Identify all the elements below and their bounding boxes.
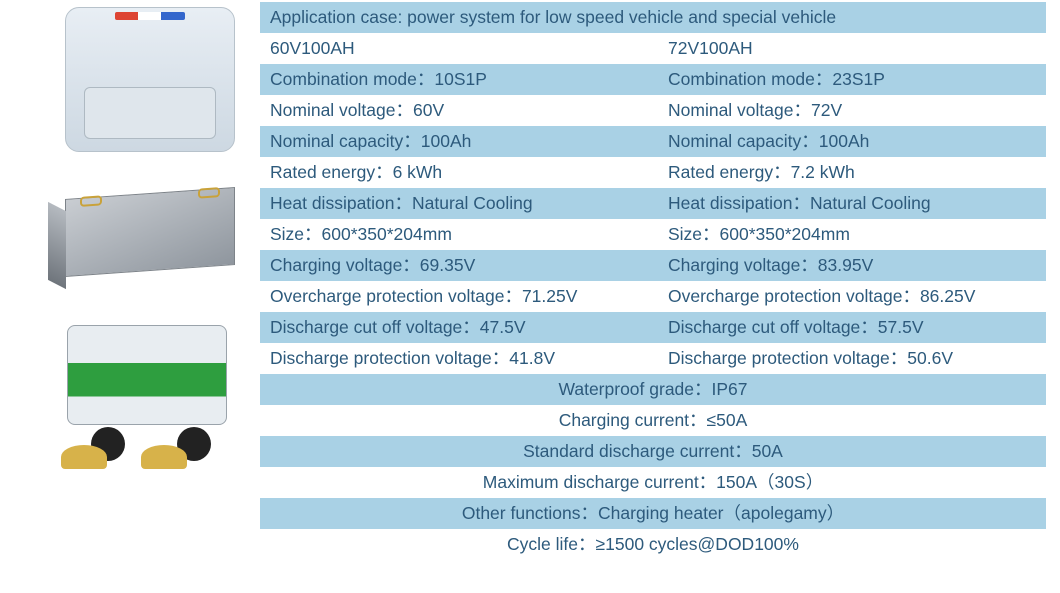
right-charging-voltage: Charging voltage：83.95V (658, 250, 1046, 280)
right-combination-mode: Combination mode：23S1P (658, 64, 1046, 94)
left-discharge-protection: Discharge protection voltage：41.8V (270, 343, 658, 373)
max-discharge-current-row: Maximum discharge current：150A（30S） (260, 467, 1046, 498)
charging-current-value: Charging current：≤50A (559, 410, 748, 430)
heat-dissipation-row: Heat dissipation：Natural Cooling Heat di… (260, 188, 1046, 219)
header-row: Application case: power system for low s… (260, 2, 1046, 33)
right-size: Size：600*350*204mm (658, 219, 1046, 249)
discharge-cutoff-row: Discharge cut off voltage：47.5V Discharg… (260, 312, 1046, 343)
right-nominal-voltage: Nominal voltage：72V (658, 95, 1046, 125)
nominal-capacity-row: Nominal capacity：100Ah Nominal capacity：… (260, 126, 1046, 157)
waterproof-value: Waterproof grade：IP67 (558, 379, 747, 399)
right-nominal-capacity: Nominal capacity：100Ah (658, 126, 1046, 156)
title-row: 60V100AH 72V100AH (260, 33, 1046, 64)
left-nominal-voltage: Nominal voltage：60V (270, 95, 658, 125)
col-right-title: 72V100AH (658, 33, 1046, 63)
left-charging-voltage: Charging voltage：69.35V (270, 250, 658, 280)
charging-voltage-row: Charging voltage：69.35V Charging voltage… (260, 250, 1046, 281)
cycle-life-row: Cycle life：≥1500 cycles@DOD100% (260, 529, 1046, 560)
image-column (0, 0, 254, 593)
col-left-title: 60V100AH (270, 33, 658, 63)
cycle-life-value: Cycle life：≥1500 cycles@DOD100% (507, 534, 799, 554)
left-combination-mode: Combination mode：10S1P (270, 64, 658, 94)
battery-pack-illustration (65, 187, 235, 277)
nominal-voltage-row: Nominal voltage：60V Nominal voltage：72V (260, 95, 1046, 126)
sweeper-vehicle-illustration (61, 315, 239, 475)
overcharge-protection-row: Overcharge protection voltage：71.25V Ove… (260, 281, 1046, 312)
left-overcharge-protection: Overcharge protection voltage：71.25V (270, 281, 658, 311)
right-discharge-cutoff: Discharge cut off voltage：57.5V (658, 312, 1046, 342)
charging-current-row: Charging current：≤50A (260, 405, 1046, 436)
rated-energy-row: Rated energy：6 kWh Rated energy：7.2 kWh (260, 157, 1046, 188)
std-discharge-current-row: Standard discharge current：50A (260, 436, 1046, 467)
size-row: Size：600*350*204mm Size：600*350*204mm (260, 219, 1046, 250)
right-rated-energy: Rated energy：7.2 kWh (658, 157, 1046, 187)
spec-table: Application case: power system for low s… (254, 0, 1060, 593)
combination-mode-row: Combination mode：10S1P Combination mode：… (260, 64, 1046, 95)
max-discharge-current-value: Maximum discharge current：150A（30S） (483, 472, 823, 492)
right-heat-dissipation: Heat dissipation：Natural Cooling (658, 188, 1046, 218)
left-heat-dissipation: Heat dissipation：Natural Cooling (270, 188, 658, 218)
right-discharge-protection: Discharge protection voltage：50.6V (658, 343, 1046, 373)
std-discharge-current-value: Standard discharge current：50A (523, 441, 783, 461)
left-rated-energy: Rated energy：6 kWh (270, 157, 658, 187)
right-overcharge-protection: Overcharge protection voltage：86.25V (658, 281, 1046, 311)
header-text: Application case: power system for low s… (270, 7, 836, 27)
left-discharge-cutoff: Discharge cut off voltage：47.5V (270, 312, 658, 342)
left-nominal-capacity: Nominal capacity：100Ah (270, 126, 658, 156)
vehicle-image-bottom (60, 310, 240, 480)
police-vehicle-illustration (65, 7, 235, 152)
battery-image (60, 172, 240, 292)
left-size: Size：600*350*204mm (270, 219, 658, 249)
discharge-protection-row: Discharge protection voltage：41.8V Disch… (260, 343, 1046, 374)
vehicle-image-top (60, 4, 240, 154)
other-functions-row: Other functions：Charging heater（apolegam… (260, 498, 1046, 529)
waterproof-row: Waterproof grade：IP67 (260, 374, 1046, 405)
other-functions-value: Other functions：Charging heater（apolegam… (462, 503, 844, 523)
